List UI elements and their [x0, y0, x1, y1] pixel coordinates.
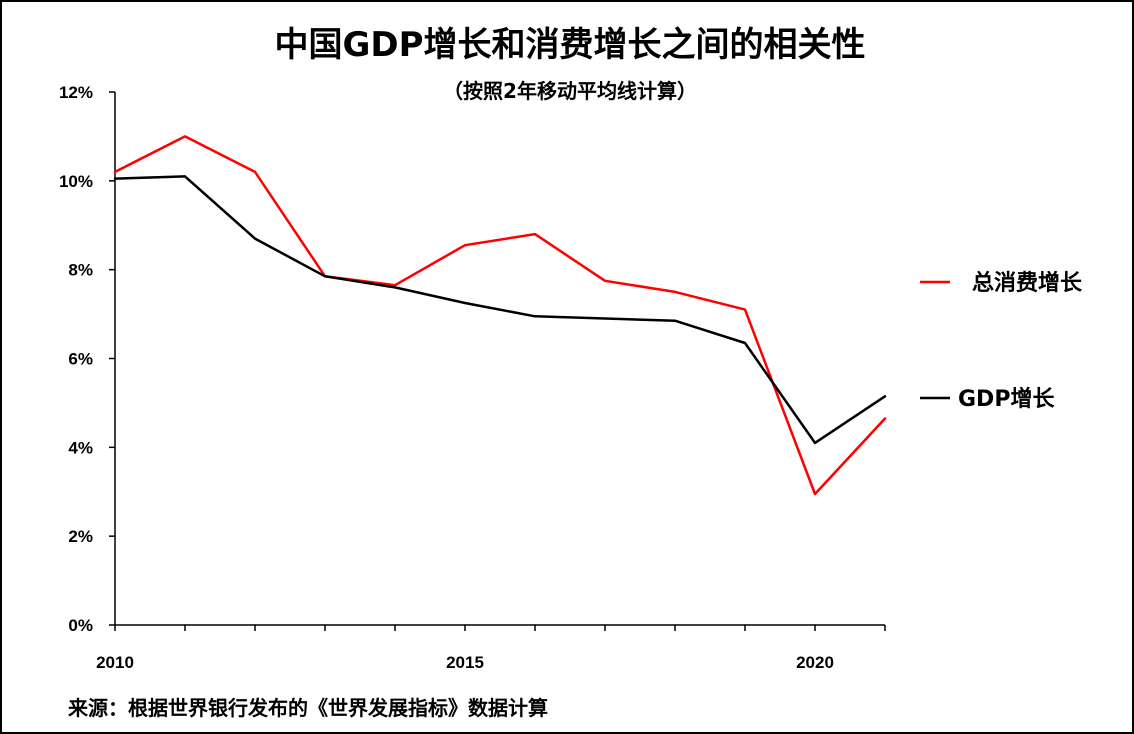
x-tick-label: 2015 [446, 653, 484, 672]
axes: 0% 2% 4% 6% 8% 10% 12% 2010 2015 2020 [59, 83, 886, 672]
y-tick-label: 0% [68, 616, 93, 635]
y-tick-label: 4% [68, 438, 93, 457]
y-tick-label: 10% [59, 172, 93, 191]
y-tick-label: 2% [68, 527, 93, 546]
chart-title: 中国GDP增长和消费增长之间的相关性 [274, 25, 865, 65]
legend-label: GDP增长 [958, 386, 1055, 412]
x-tick-label: 2020 [796, 653, 834, 672]
source-note: 来源：根据世界银行发布的《世界发展指标》数据计算 [67, 696, 548, 720]
y-tick-label: 6% [68, 350, 93, 369]
legend: 总消费增长 GDP增长 [920, 270, 1083, 412]
series-line-gdp [113, 175, 887, 445]
y-tick-label: 12% [59, 83, 93, 102]
y-tick-label: 8% [68, 261, 93, 280]
series-layer [113, 135, 887, 496]
chart-subtitle: （按照2年移动平均线计算） [443, 79, 697, 103]
x-tick-label: 2010 [96, 653, 134, 672]
legend-label: 总消费增长 [972, 270, 1083, 296]
series-line-consumption [113, 135, 887, 496]
